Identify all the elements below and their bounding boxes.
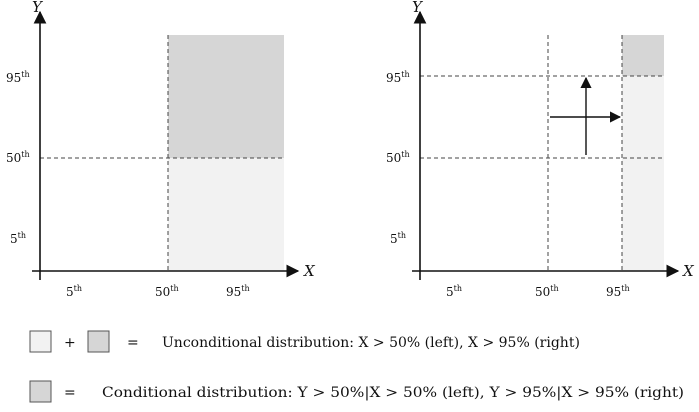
left-y-tick-50: 50th	[6, 150, 30, 165]
right-y-axis-label: Y	[412, 0, 424, 16]
right-conditional-region	[622, 35, 664, 76]
left-unconditional-region	[168, 158, 284, 271]
left-y-tick-5: 5th	[10, 231, 26, 246]
left-panel: Y X 95th 50th 5th 5th 50th 95th	[6, 0, 316, 299]
legend-dark-swatch-1	[87, 330, 110, 353]
legend-light-swatch	[29, 330, 52, 353]
right-y-tick-95: 95th	[386, 70, 410, 85]
legend-conditional-text: Conditional distribution: Y > 50%|X > 50…	[102, 385, 684, 401]
legend-unconditional-text: Unconditional distribution: X > 50% (lef…	[162, 335, 580, 351]
right-panel: Y X 95th 50th 5th 5th 50th 95th	[386, 0, 695, 299]
right-y-tick-50: 50th	[386, 150, 410, 165]
legend-equals-2: =	[64, 385, 76, 401]
right-x-axis-label: X	[682, 262, 695, 280]
left-conditional-region	[168, 35, 284, 158]
left-x-tick-50: 50th	[155, 284, 179, 299]
legend-plus: +	[64, 335, 76, 351]
right-x-tick-95: 95th	[606, 284, 630, 299]
right-x-tick-5: 5th	[446, 284, 462, 299]
left-x-tick-5: 5th	[66, 284, 82, 299]
legend-equals-1: =	[127, 335, 139, 351]
left-x-axis-label: X	[303, 262, 316, 280]
legend-dark-swatch-2	[29, 380, 52, 403]
left-y-axis-label: Y	[32, 0, 44, 16]
right-x-tick-50: 50th	[535, 284, 559, 299]
left-y-tick-95: 95th	[6, 70, 30, 85]
right-unconditional-region	[622, 76, 664, 271]
legend: + = Unconditional distribution: X > 50% …	[29, 330, 684, 403]
left-x-tick-95: 95th	[226, 284, 250, 299]
right-y-tick-5: 5th	[390, 231, 406, 246]
